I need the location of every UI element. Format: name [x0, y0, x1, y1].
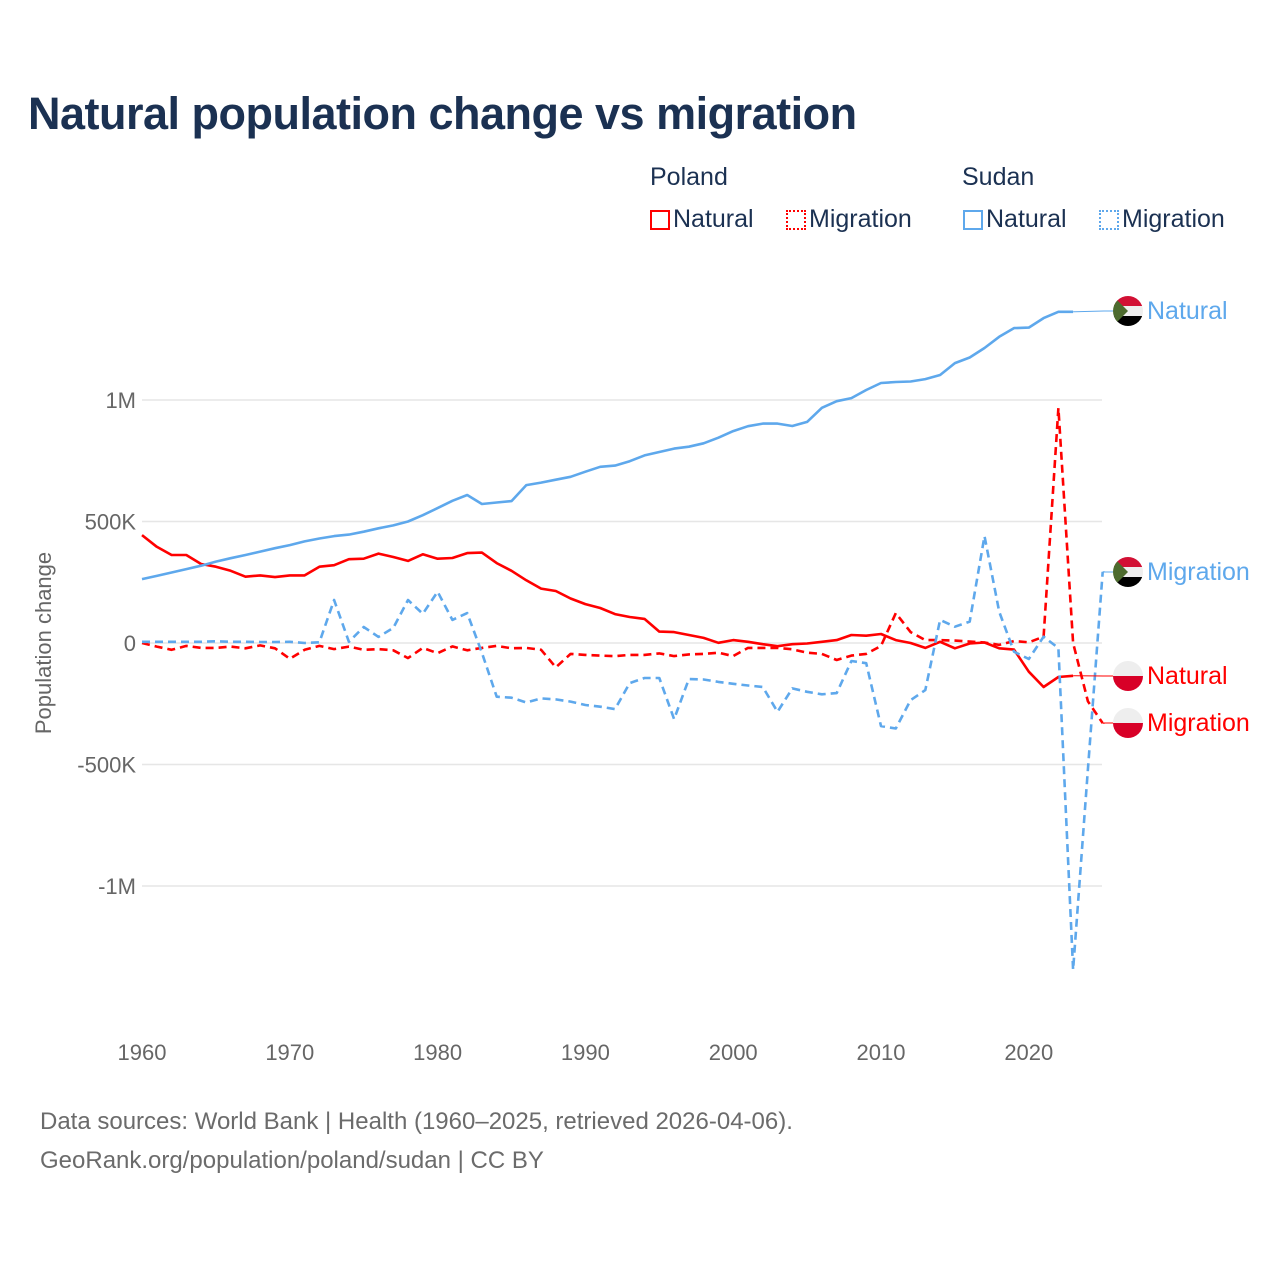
legend-label: Migration	[1122, 205, 1225, 233]
x-tick-label: 2000	[709, 1040, 758, 1065]
chart-title: Natural population change vs migration	[28, 88, 857, 139]
legend-swatch-dotted-red	[786, 209, 806, 230]
x-tick-label: 1980	[413, 1040, 462, 1065]
y-tick-label: -500K	[77, 753, 136, 778]
y-tick-label: 500K	[85, 510, 137, 535]
legend-swatch-dotted-blue	[1099, 209, 1119, 230]
series-line-poland-migration	[141, 406, 1104, 724]
x-tick-label: 2010	[857, 1040, 906, 1065]
series-end-label: Natural	[1147, 662, 1228, 690]
y-tick-label: 0	[124, 631, 136, 656]
legend-poland-natural[interactable]: Natural	[650, 205, 754, 234]
y-axis-label: Population change	[31, 552, 56, 734]
series-end-label: Natural	[1147, 297, 1228, 325]
poland-flag-icon	[1113, 708, 1143, 738]
x-tick-label: 1970	[265, 1040, 314, 1065]
x-tick-label: 1960	[118, 1040, 167, 1065]
series-line-poland-natural	[141, 534, 1074, 689]
legend-swatch-solid-red	[650, 209, 670, 230]
poland-flag-icon	[1113, 661, 1143, 691]
end-label-connector	[1073, 310, 1113, 313]
legend-group-sudan: Sudan	[962, 163, 1035, 191]
series-end-label: Migration	[1147, 558, 1250, 586]
sudan-flag-icon	[1113, 557, 1143, 587]
footer-credit: GeoRank.org/population/poland/sudan | CC…	[40, 1147, 544, 1174]
legend-label: Migration	[809, 205, 912, 233]
x-tick-label: 1990	[561, 1040, 610, 1065]
series-line-sudan-natural	[141, 310, 1074, 581]
series-line-sudan-migration	[142, 534, 1104, 972]
legend-swatch-solid-blue	[963, 209, 983, 230]
legend-sudan-migration[interactable]: Migration	[1099, 205, 1225, 234]
legend-label: Natural	[986, 205, 1067, 233]
y-tick-label: 1M	[105, 388, 136, 413]
x-tick-label: 2020	[1004, 1040, 1053, 1065]
legend-group-poland: Poland	[650, 163, 728, 191]
legend-label: Natural	[673, 205, 754, 233]
series-end-label: Migration	[1147, 709, 1250, 737]
sudan-flag-icon	[1113, 296, 1143, 326]
y-tick-label: -1M	[98, 874, 136, 899]
legend-sudan-natural[interactable]: Natural	[963, 205, 1067, 234]
legend-poland-migration[interactable]: Migration	[786, 205, 912, 234]
footer-sources: Data sources: World Bank | Health (1960–…	[40, 1108, 793, 1135]
